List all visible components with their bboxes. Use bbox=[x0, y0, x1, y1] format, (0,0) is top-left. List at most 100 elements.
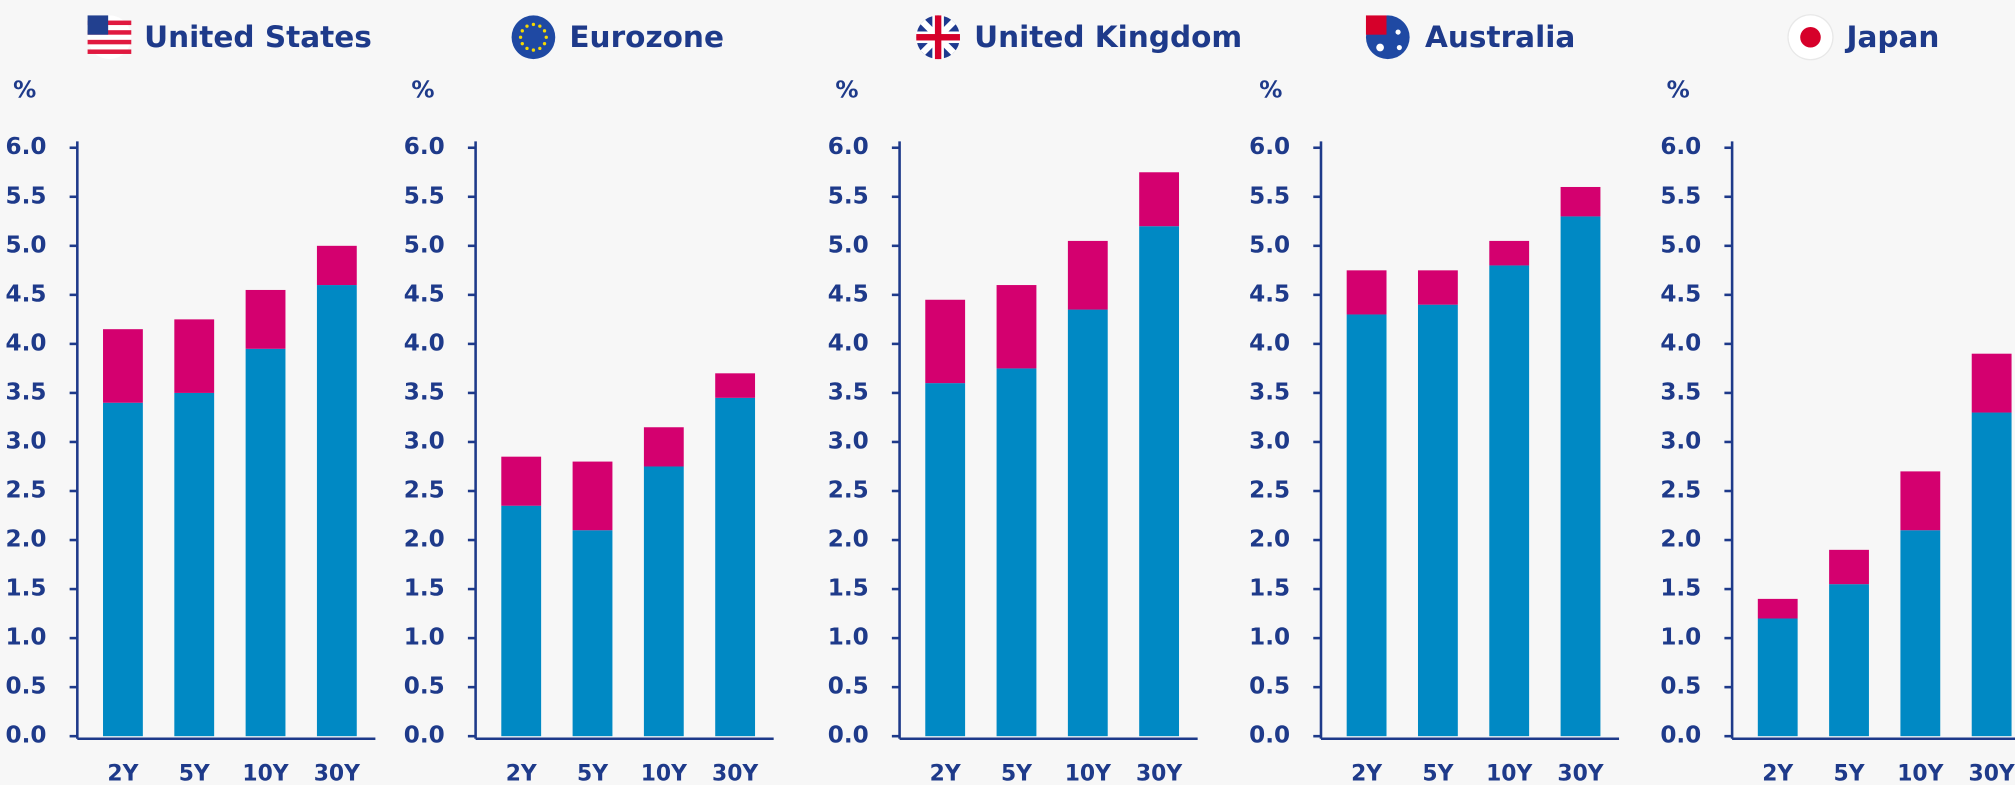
x-tick-label: 5Y bbox=[1001, 762, 1033, 785]
flag-star bbox=[520, 29, 524, 33]
y-tick-label: 3.0 bbox=[1249, 428, 1290, 454]
bar-segment bbox=[1971, 353, 2012, 413]
y-tick-label: 5.0 bbox=[6, 232, 47, 258]
flag-star bbox=[525, 46, 529, 51]
y-tick-label: 3.5 bbox=[828, 379, 869, 405]
y-tick-label: 4.5 bbox=[404, 281, 445, 307]
flag bbox=[511, 15, 556, 60]
y-tick-label: 1.5 bbox=[404, 576, 445, 602]
bar-segment bbox=[1417, 304, 1458, 737]
y-tick-label: 2.5 bbox=[1249, 477, 1290, 503]
flag-star bbox=[538, 46, 542, 51]
bar-segment bbox=[1560, 216, 1601, 737]
bar-segment bbox=[1900, 471, 1941, 531]
bar-segment bbox=[1900, 530, 1941, 737]
x-tick-label: 30Y bbox=[712, 762, 759, 785]
y-axis-label: % bbox=[1259, 78, 1282, 104]
y-tick-label: 5.0 bbox=[828, 232, 869, 258]
flag-icon bbox=[511, 15, 556, 60]
flag-star bbox=[520, 42, 524, 46]
bar-segment bbox=[1829, 584, 1869, 737]
y-tick-label: 1.0 bbox=[1660, 625, 1701, 651]
flag-icon bbox=[87, 15, 132, 60]
bar-segment bbox=[1346, 270, 1387, 315]
bar-segment bbox=[1139, 226, 1180, 737]
x-tick-label: 5Y bbox=[1834, 762, 1866, 785]
bar-segment bbox=[1417, 270, 1458, 305]
y-tick-label: 3.0 bbox=[828, 428, 869, 454]
bar-segment bbox=[174, 319, 215, 393]
y-tick-label: 0.5 bbox=[1249, 674, 1290, 700]
x-tick-label: 2Y bbox=[1351, 762, 1383, 785]
x-tick-label: 2Y bbox=[930, 762, 962, 785]
y-tick-label: 1.0 bbox=[404, 625, 445, 651]
y-tick-label: 1.5 bbox=[1660, 576, 1701, 602]
y-tick-label: 1.5 bbox=[6, 576, 47, 602]
y-tick-label: 2.0 bbox=[6, 527, 47, 553]
flag-canton bbox=[87, 15, 109, 35]
x-tick-label: 30Y bbox=[1969, 762, 2015, 785]
x-tick-label: 30Y bbox=[1557, 762, 1604, 785]
bar-segment bbox=[572, 461, 613, 531]
chart-title: United Kingdom bbox=[974, 20, 1242, 54]
flag-star bbox=[1376, 43, 1384, 52]
x-tick-label: 10Y bbox=[1065, 762, 1112, 785]
x-tick-label: 10Y bbox=[1897, 762, 1944, 785]
y-tick-label: 0.0 bbox=[1660, 723, 1701, 749]
y-tick-label: 2.0 bbox=[1249, 527, 1290, 553]
x-tick-label: 10Y bbox=[1486, 762, 1533, 785]
y-tick-label: 6.0 bbox=[6, 134, 47, 160]
flag-star bbox=[518, 35, 523, 39]
y-tick-label: 5.0 bbox=[1660, 232, 1701, 258]
bar-segment bbox=[1139, 172, 1180, 227]
y-axis-label: % bbox=[835, 78, 858, 104]
y-tick-label: 2.0 bbox=[404, 527, 445, 553]
bar-segment bbox=[996, 285, 1037, 369]
bar-segment bbox=[245, 348, 286, 737]
flag-star bbox=[542, 29, 547, 33]
y-tick-label: 2.5 bbox=[828, 477, 869, 503]
y-tick-label: 5.0 bbox=[404, 232, 445, 258]
flag-stripe bbox=[87, 20, 132, 26]
bar-segment bbox=[643, 466, 684, 737]
bar-segment bbox=[501, 505, 542, 737]
y-tick-label: 2.5 bbox=[1660, 477, 1701, 503]
flag-stripe bbox=[87, 30, 132, 35]
flag-icon bbox=[916, 15, 960, 60]
y-tick-label: 5.5 bbox=[1249, 183, 1290, 209]
x-tick-label: 2Y bbox=[506, 762, 538, 785]
flag-star bbox=[544, 35, 548, 39]
flag-star bbox=[525, 24, 529, 28]
flag-stripe bbox=[87, 39, 132, 45]
bar-segment bbox=[103, 329, 143, 403]
x-tick-label: 30Y bbox=[1136, 762, 1183, 785]
y-tick-label: 0.0 bbox=[404, 723, 445, 749]
x-tick-label: 5Y bbox=[179, 762, 211, 785]
bar-segment bbox=[501, 456, 542, 506]
y-tick-label: 2.5 bbox=[404, 477, 445, 503]
y-tick-label: 0.5 bbox=[828, 674, 869, 700]
flag-stripe bbox=[87, 49, 132, 54]
y-tick-label: 0.5 bbox=[404, 674, 445, 700]
bar-segment bbox=[1829, 549, 1869, 585]
y-tick-label: 4.0 bbox=[828, 330, 869, 356]
x-tick-label: 30Y bbox=[314, 762, 361, 785]
bar-segment bbox=[925, 299, 966, 384]
bar-segment bbox=[1757, 618, 1798, 737]
y-tick-label: 1.0 bbox=[1249, 625, 1290, 651]
bar-segment bbox=[925, 383, 966, 737]
y-tick-label: 2.0 bbox=[828, 527, 869, 553]
flag-star bbox=[1396, 44, 1402, 51]
y-tick-label: 6.0 bbox=[828, 134, 869, 160]
bar-segment bbox=[316, 285, 357, 737]
bar-segment bbox=[715, 373, 756, 398]
bar-segment bbox=[715, 397, 756, 737]
bar-segment bbox=[245, 289, 286, 349]
y-tick-label: 3.0 bbox=[1660, 428, 1701, 454]
y-tick-label: 0.0 bbox=[828, 723, 869, 749]
y-axis-label: % bbox=[411, 78, 434, 104]
flag-canton bbox=[1365, 15, 1387, 35]
y-tick-label: 3.0 bbox=[6, 428, 47, 454]
flag-star bbox=[542, 42, 547, 46]
